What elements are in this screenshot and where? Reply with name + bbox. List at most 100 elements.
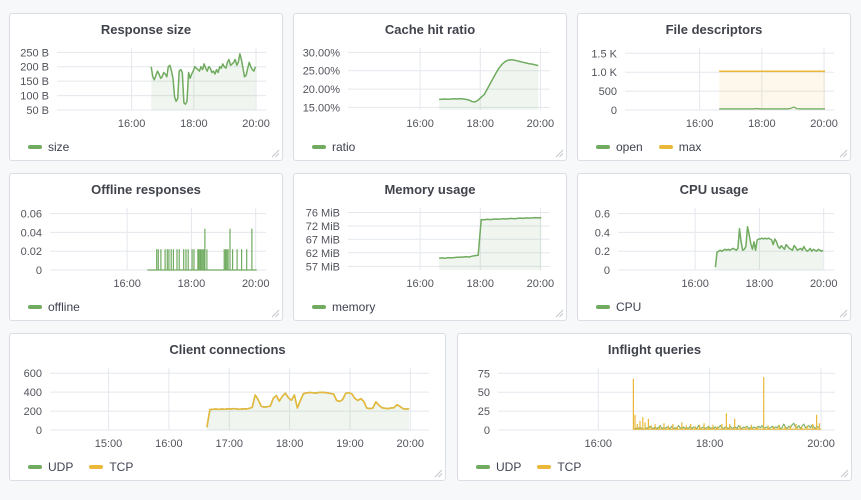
series-fill-UDP <box>633 423 819 430</box>
panel-cpu-usage: CPU usage 16:00 18:00 20:00 0.6 0.4 0.2 0 CPU <box>577 173 851 321</box>
series-fill-memory <box>439 217 542 270</box>
panel-resize-icon[interactable] <box>554 148 564 158</box>
legend-label: CPU <box>616 300 642 314</box>
legend-label: offline <box>48 300 80 314</box>
legend-label: UDP <box>496 460 522 474</box>
panel-resize-icon[interactable] <box>270 148 280 158</box>
panel-title[interactable]: Memory usage <box>384 182 476 197</box>
x-axis-label: 20:00 <box>527 278 555 290</box>
series-ratio <box>439 58 539 103</box>
y-axis-label: 50 B <box>26 105 49 117</box>
legend-label: memory <box>332 300 376 314</box>
series-fill-ratio <box>439 59 539 110</box>
legend-swatch <box>28 305 42 309</box>
y-axis-label: 76 MiB <box>306 208 340 220</box>
y-axis-label: 100 B <box>20 91 49 103</box>
legend: UDP TCP <box>458 454 851 480</box>
series-TCP <box>632 377 822 430</box>
x-axis-label: 16:00 <box>118 118 146 130</box>
legend-label: ratio <box>332 140 356 154</box>
y-axis-label: 0 <box>611 105 617 117</box>
y-axis-label: 25 <box>478 406 490 418</box>
series-fill-CPU <box>715 226 824 270</box>
panel-title[interactable]: Client connections <box>169 342 286 357</box>
legend-swatch <box>537 465 552 469</box>
legend-label: UDP <box>48 460 74 474</box>
panel-resize-icon[interactable] <box>554 308 564 318</box>
panel-title[interactable]: File descriptors <box>665 22 763 37</box>
chart-canvas[interactable]: 16:00 18:00 20:00 75 50 25 0 <box>458 360 851 454</box>
chart-area: 16:00 18:00 20:00 250 B 200 B 150 B 100 B 50 B <box>10 40 282 134</box>
legend-item-TCP[interactable]: TCP <box>537 460 581 474</box>
legend-swatch <box>476 465 490 469</box>
panel-title[interactable]: Inflight queries <box>607 342 702 357</box>
chart-area: 15:00 16:00 17:00 18:00 19:00 20:00 600 400 200 0 <box>10 360 445 454</box>
series-TCP <box>206 391 410 428</box>
panel-title[interactable]: Response size <box>100 22 192 37</box>
y-axis-label: 0.2 <box>595 246 610 258</box>
y-axis-label: 1.0 K <box>591 67 617 79</box>
legend-swatch <box>596 145 610 149</box>
x-axis-label: 19:00 <box>336 438 364 450</box>
chart-canvas[interactable]: 15:00 16:00 17:00 18:00 19:00 20:00 600 400 200 0 <box>10 360 445 454</box>
panel-client-connections: Client connections 15:00 16:00 17:00 18:00 1… <box>9 333 446 481</box>
x-axis-label: 18:00 <box>696 438 724 450</box>
legend-item-UDP[interactable]: UDP <box>28 460 73 474</box>
y-axis-label: 57 MiB <box>306 261 340 273</box>
chart-canvas[interactable]: 16:00 18:00 20:00 250 B 200 B 150 B 100 B 50 B <box>10 40 282 134</box>
x-axis-label: 18:00 <box>276 438 304 450</box>
x-axis-label: 20:00 <box>242 278 270 290</box>
chart-canvas[interactable]: 16:00 18:00 20:00 1.5 K 1.0 K 500 0 <box>578 40 850 134</box>
panel-resize-icon[interactable] <box>433 468 443 478</box>
x-axis-label: 20:00 <box>242 118 270 130</box>
series-size <box>150 53 257 105</box>
panel-resize-icon[interactable] <box>839 468 849 478</box>
chart-canvas[interactable]: 16:00 18:00 20:00 30.00% 25.00% 20.00% 15.00% <box>294 40 566 134</box>
legend-item-memory[interactable]: memory <box>312 300 375 314</box>
y-axis-label: 0 <box>36 265 42 277</box>
panel-resize-icon[interactable] <box>270 308 280 318</box>
chart-area: 16:00 18:00 20:00 0.06 0.04 0.02 0 <box>10 200 282 294</box>
chart-canvas[interactable]: 16:00 18:00 20:00 0.06 0.04 0.02 0 <box>10 200 282 294</box>
x-axis-label: 16:00 <box>155 438 183 450</box>
legend-item-ratio[interactable]: ratio <box>312 140 355 154</box>
panel-title[interactable]: Cache hit ratio <box>384 22 476 37</box>
y-axis-label: 0 <box>604 265 610 277</box>
legend-item-max[interactable]: max <box>658 140 702 154</box>
legend-label: max <box>678 140 702 154</box>
panel-resize-icon[interactable] <box>838 148 848 158</box>
x-axis-label: 20:00 <box>807 438 835 450</box>
legend-item-UDP[interactable]: UDP <box>476 460 521 474</box>
series-fill-size <box>151 53 256 110</box>
legend-item-size[interactable]: size <box>28 140 69 154</box>
panel-cache-hit-ratio: Cache hit ratio 16:00 18:00 20:00 30.00% 25.… <box>293 13 567 161</box>
legend-item-TCP[interactable]: TCP <box>89 460 133 474</box>
panel-title[interactable]: CPU usage <box>679 182 749 197</box>
series-fill-UDP <box>206 392 410 430</box>
series-fill-max <box>719 71 825 110</box>
legend-swatch <box>312 145 326 149</box>
y-axis-label: 30.00% <box>303 47 341 59</box>
y-axis-label: 200 <box>24 406 42 418</box>
x-axis-label: 16:00 <box>584 438 612 450</box>
series-open <box>719 106 826 110</box>
legend-item-open[interactable]: open <box>596 140 643 154</box>
legend-swatch <box>28 145 42 149</box>
legend: UDP TCP <box>10 454 445 480</box>
legend-item-offline[interactable]: offline <box>28 300 80 314</box>
panel-resize-icon[interactable] <box>838 308 848 318</box>
panel-title[interactable]: Offline responses <box>91 182 201 197</box>
chart-canvas[interactable]: 16:00 18:00 20:00 0.6 0.4 0.2 0 <box>578 200 850 294</box>
legend-item-CPU[interactable]: CPU <box>596 300 641 314</box>
y-axis-label: 500 <box>599 86 617 98</box>
x-axis-label: 18:00 <box>466 278 494 290</box>
legend-label: TCP <box>557 460 582 474</box>
x-axis-label: 15:00 <box>95 438 123 450</box>
y-axis-label: 0.4 <box>595 227 610 239</box>
legend: offline <box>10 294 282 320</box>
y-axis-label: 0 <box>36 425 42 437</box>
chart-area: 16:00 18:00 20:00 75 50 25 0 <box>458 360 851 454</box>
y-axis-label: 250 B <box>20 47 49 59</box>
